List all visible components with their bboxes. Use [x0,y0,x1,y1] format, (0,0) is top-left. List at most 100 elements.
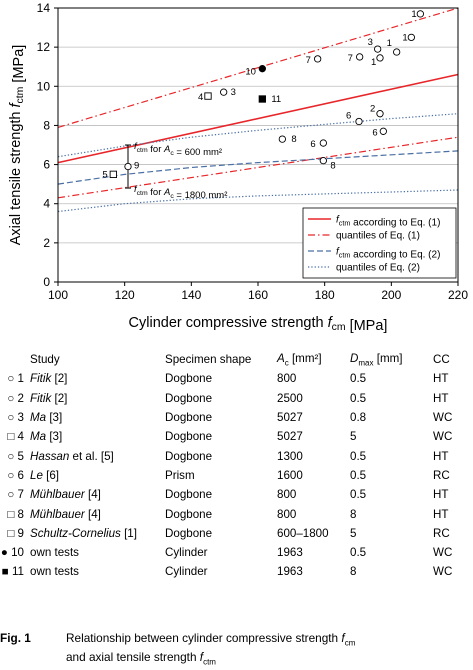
row-shape: Cylinder [165,546,208,560]
row-cc: HT [433,449,449,463]
y-tick-label: 0 [43,275,50,289]
legend-label: quantiles of Eq. (1) [336,231,420,242]
data-point-4 [204,92,212,100]
row-shape: Prism [165,468,195,482]
caption-line-2: and axial tensile strength fctm [66,650,216,667]
row-dmax: 0.5 [350,391,367,405]
row-ac: 2500 [277,391,303,405]
y-tick-label: 10 [37,79,51,93]
x-tick-label: 100 [48,288,68,302]
row-study: Fitik [2] [30,372,68,386]
row-study: Mühlbauer [4] [30,507,101,521]
curve-lines [57,7,459,213]
x-tick-label: 140 [181,288,201,302]
curve-eq2_upper [57,113,459,158]
table-body: ○ 1 Fitik [2] Dogbone 800 0.5 HT ○ 2 Fitik [2] D… [0,369,473,581]
row-shape: Cylinder [165,565,208,579]
y-tick-label: 8 [43,118,50,132]
data-point-6 [319,139,327,147]
data-point-3 [220,88,228,96]
table-row: □ 9 Schultz-Cornelius [1] Dogbone 600–1800 5… [0,524,473,543]
data-label: 3 [368,37,373,48]
y-tick-label: 4 [43,197,50,211]
curve-eq1_lower [57,136,459,199]
data-label: 6 [346,111,351,122]
legend-label: fctm according to Eq. (1) [336,215,440,229]
row-ac: 5027 [277,411,303,425]
y-tick-label: 12 [37,40,51,54]
header-ac: Ac [mm²] [277,351,322,368]
table-row: ● 10 own tests Cylinder 1963 0.5 WC [0,543,473,562]
row-study: Ma [3] [30,430,63,444]
row-cc: HT [433,391,449,405]
row-cc: WC [433,546,453,560]
row-ac: 5027 [277,430,303,444]
table-row: ○ 1 Fitik [2] Dogbone 800 0.5 HT [0,369,473,388]
row-study: Hassan et al. [5] [30,449,114,463]
data-label: 1 [371,57,376,68]
x-tick-label: 180 [315,288,335,302]
row-ac: 600–1800 [277,526,329,540]
row-dmax: 0.5 [350,372,367,386]
legend-label: quantiles of Eq. (2) [336,263,420,274]
data-point-7 [356,53,364,61]
data-point-3 [374,45,382,53]
row-dmax: 5 [350,430,357,444]
row-dmax: 8 [350,507,357,521]
data-label: 5 [102,169,107,180]
caption-text-1: Relationship between cylinder compressiv… [66,631,356,648]
x-tick-label: 200 [381,288,401,302]
row-shape: Dogbone [165,372,213,386]
row-symbol: ○ 3 [7,411,24,425]
data-point-1 [416,10,424,18]
row-ac: 800 [277,507,297,521]
x-tick-label: 220 [448,288,468,302]
data-label: 7 [348,53,353,64]
row-cc: RC [433,468,450,482]
row-study: Mühlbauer [4] [30,488,101,502]
data-label: 9 [134,161,139,172]
axis-titles: Cylinder compressive strength fcm [MPa] A… [8,45,387,334]
row-study: Schultz-Cornelius [1] [30,526,137,540]
row-cc: HT [433,372,449,386]
row-cc: HT [433,507,449,521]
row-study: own tests [30,565,79,579]
legend-label: fctm according to Eq. (2) [336,247,440,261]
data-label: 6 [372,127,377,138]
data-point-7 [314,55,322,63]
data-point-2 [376,110,384,118]
row-study: own tests [30,546,79,560]
data-point-8 [278,135,286,143]
row-dmax: 0.5 [350,546,367,560]
x-axis-title: Cylinder compressive strength fcm [MPa] [129,315,388,334]
row-study: Le [6] [30,468,60,482]
annotations: fctm for Ac = 600 mm² fctm for Ac = 1800 … [125,141,227,201]
row-shape: Dogbone [165,488,213,502]
row-symbol: ○ 1 [7,372,24,386]
row-ac: 1300 [277,449,303,463]
table-row: ■ 11 own tests Cylinder 1963 8 WC [0,562,473,581]
legend: fctm according to Eq. (1) quantiles of Eq… [302,207,457,279]
row-cc: WC [433,565,453,579]
y-tick-label: 6 [43,158,50,172]
row-ac: 1963 [277,565,303,579]
row-cc: WC [433,430,453,444]
row-symbol: ● 10 [0,546,24,560]
row-dmax: 0.5 [350,449,367,463]
data-point-9 [124,162,132,171]
data-point-8 [319,157,327,165]
y-axis-title: Axial tensile strength fctm [MPa] [8,45,27,246]
row-shape: Dogbone [165,507,213,521]
table-row: □ 4 Ma [3] Dogbone 5027 5 WC [0,427,473,446]
data-label: 8 [291,134,296,145]
row-symbol: ○ 5 [7,449,24,463]
table-row: ○ 2 Fitik [2] Dogbone 2500 0.5 HT [0,389,473,408]
data-label: 4 [198,92,203,103]
row-study: Fitik [2] [30,391,68,405]
row-dmax: 0.5 [350,468,367,482]
row-symbol: ■ 11 [1,565,24,579]
curve-eq1_mean [57,73,459,164]
header-study: Study [30,353,60,367]
